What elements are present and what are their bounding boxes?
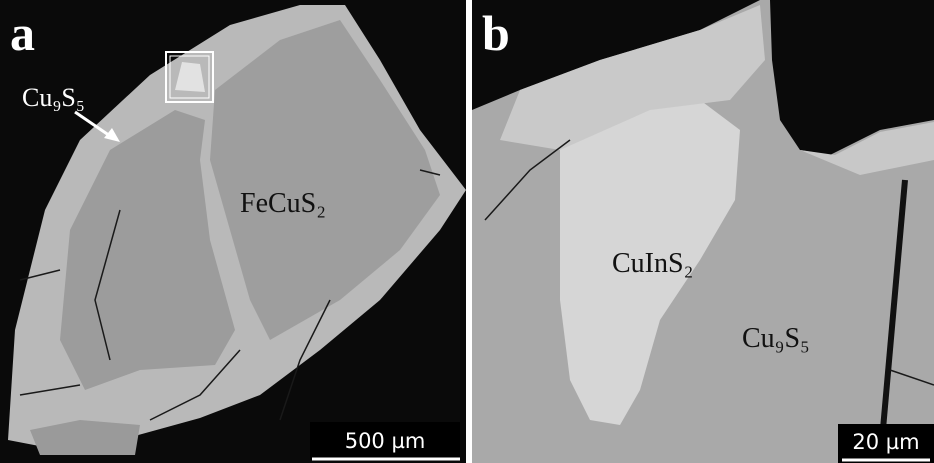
annotation: Cu₉S₅ [742,323,810,354]
scale-bar-label: 20 µm [852,430,919,454]
panel-a: a Cu₉S₅ FeCuS₂ 500 µm [0,0,466,463]
scale-bar-label: 500 µm [345,429,426,453]
panel-b: b CuInS₂ Cu₉S₅ 20 µm [472,0,934,463]
annotation: FeCuS₂ [240,188,326,219]
panel-label: b [482,5,510,61]
annotation: Cu₉S₅ [22,83,85,112]
panel-label: a [10,5,35,61]
separator [466,0,472,463]
figure: a Cu₉S₅ FeCuS₂ 500 µm b CuInS₂ Cu₉S₅ 20 … [0,0,934,463]
annotation: CuInS₂ [612,248,693,279]
